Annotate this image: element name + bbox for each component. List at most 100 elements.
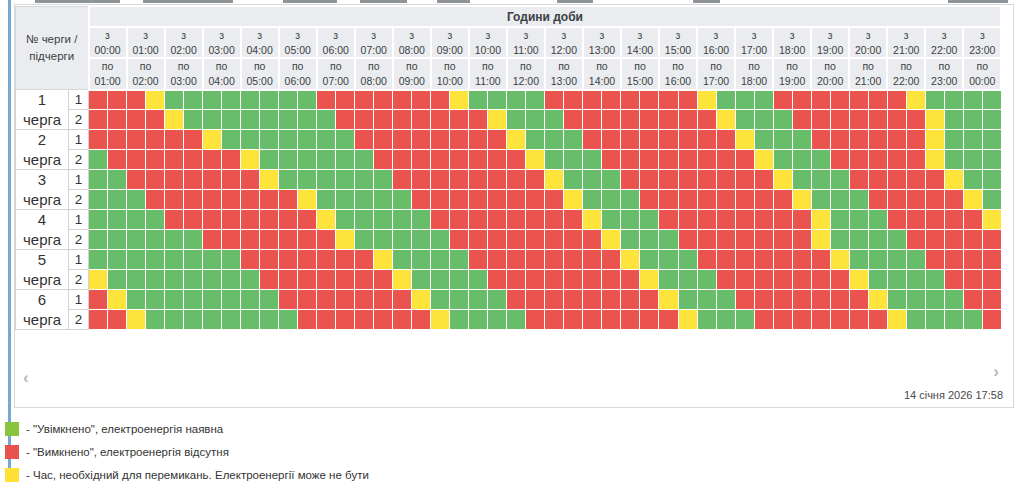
schedule-cell-off [203,190,222,210]
schedule-cell-on [716,290,735,310]
schedule-cell-off [830,310,849,330]
schedule-cell-off [773,230,792,250]
schedule-cell-on [355,210,374,230]
schedule-cell-switching [963,190,982,210]
schedule-cell-on [298,170,317,190]
schedule-cell-on [108,230,127,250]
schedule-cell-off [222,230,241,250]
queue-label: 1 черга [16,90,69,130]
schedule-cell-off [526,310,545,330]
schedule-cell-off [545,270,564,290]
clipped-content-fragment [360,0,407,3]
schedule-cell-on [830,170,849,190]
schedule-cell-off [754,310,773,330]
schedule-cell-off [697,170,716,190]
schedule-timestamp: 14 січня 2026 17:58 [904,389,1003,401]
schedule-cell-off [830,110,849,130]
hour-from-header: з01:00 [127,27,165,58]
schedule-cell-off [621,130,640,150]
schedule-cell-off [526,210,545,230]
schedule-cell-on [165,270,184,290]
hour-to-header: по07:00 [317,58,355,89]
schedule-cell-on [184,270,203,290]
schedule-cell-on [412,210,431,230]
schedule-cell-switching [412,290,431,310]
schedule-cell-off [241,230,260,250]
schedule-cell-on [393,190,412,210]
schedule-cell-off [697,210,716,230]
schedule-cell-on [146,270,165,290]
schedule-cell-off [792,210,811,230]
queue-label: 3 черга [16,170,69,210]
queue-label: 6 черга [16,290,69,330]
legend: - "Увімкнено", електроенергія наявна- "В… [5,417,369,482]
queue-label: 2 черга [16,130,69,170]
schedule-card: № черги / підчерги Години доби з00:00з01… [14,4,1014,408]
schedule-cell-off [792,110,811,130]
schedule-cell-off [127,150,146,170]
schedule-cell-on [944,310,963,330]
schedule-cell-off [982,310,1001,330]
schedule-cell-on [412,230,431,250]
schedule-cell-off [146,170,165,190]
schedule-cell-off [621,110,640,130]
schedule-cell-switching [488,110,507,130]
schedule-cell-on [222,270,241,290]
schedule-cell-on [678,290,697,310]
schedule-cell-on [868,230,887,250]
schedule-cell-switching [925,110,944,130]
schedule-cell-on [184,110,203,130]
schedule-cell-off [640,130,659,150]
schedule-cell-off [621,170,640,190]
schedule-cell-off [887,170,906,190]
schedule-cell-off [773,250,792,270]
legend-swatch-off [5,445,19,459]
next-day-arrow[interactable]: › [993,363,999,380]
schedule-cell-switching [640,270,659,290]
schedule-cell-on [963,110,982,130]
schedule-cell-on [621,210,640,230]
schedule-cell-switching [393,270,412,290]
schedule-cell-on [89,170,108,190]
schedule-cell-off [868,190,887,210]
schedule-cell-off [678,190,697,210]
schedule-cell-off [640,290,659,310]
schedule-cell-on [868,210,887,230]
schedule-cell-on [260,290,279,310]
schedule-cell-off [545,250,564,270]
schedule-cell-on [89,190,108,210]
schedule-cell-off [944,210,963,230]
schedule-cell-off [564,110,583,130]
schedule-cell-off [659,310,678,330]
schedule-cell-on [165,310,184,330]
schedule-cell-on [488,90,507,110]
schedule-cell-off [963,290,982,310]
schedule-cell-on [621,190,640,210]
schedule-cell-off [279,230,298,250]
schedule-cell-off [735,290,754,310]
hour-from-header: з06:00 [317,27,355,58]
schedule-cell-on [716,90,735,110]
schedule-cell-off [564,230,583,250]
schedule-cell-off [222,150,241,170]
queue-row: 2 [16,230,1002,250]
schedule-cell-on [260,90,279,110]
schedule-cell-on [545,150,564,170]
previous-day-arrow[interactable]: ‹ [23,369,29,386]
schedule-cell-off [887,190,906,210]
schedule-cell-off [678,210,697,230]
schedule-cell-off [583,290,602,310]
schedule-cell-off [811,290,830,310]
hour-to-header: по16:00 [659,58,697,89]
schedule-cell-on [982,130,1001,150]
schedule-cell-on [792,130,811,150]
schedule-cell-off [678,90,697,110]
schedule-cell-on [887,270,906,290]
schedule-cell-on [697,270,716,290]
schedule-cell-off [469,230,488,250]
schedule-cell-off [678,230,697,250]
schedule-cell-off [488,270,507,290]
schedule-cell-on [982,190,1001,210]
schedule-cell-switching [89,270,108,290]
schedule-cell-switching [982,210,1001,230]
